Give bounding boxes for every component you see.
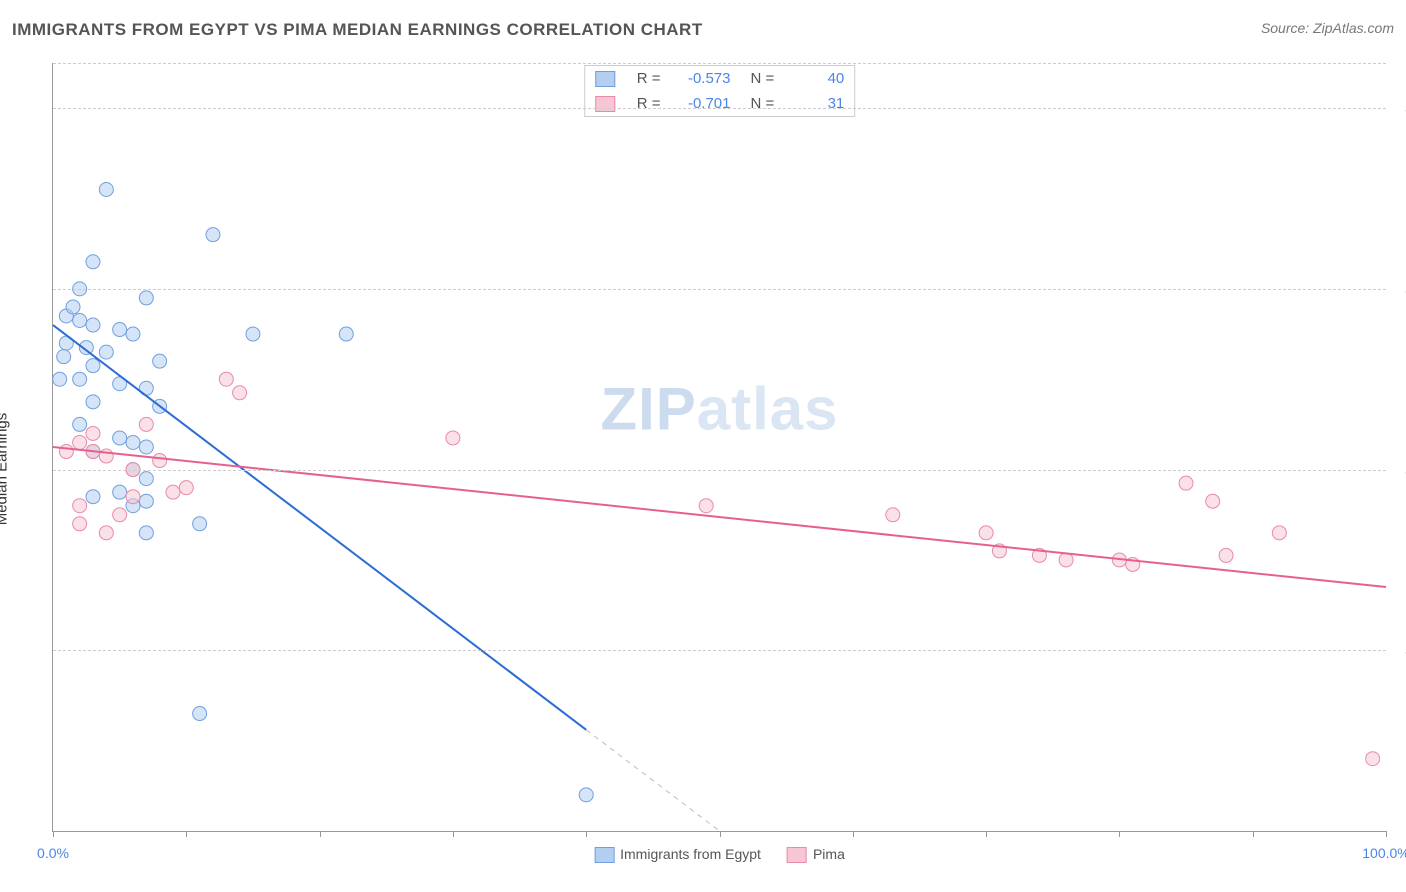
data-point-egypt — [73, 417, 87, 431]
data-point-pima — [1219, 548, 1233, 562]
x-tick-mark — [1253, 831, 1254, 837]
x-tick-mark — [586, 831, 587, 837]
chart-container: Median Earnings ZIPatlas R =-0.573N =40R… — [12, 55, 1394, 882]
data-point-pima — [699, 499, 713, 513]
trend-line-pima — [53, 447, 1386, 587]
series-legend: Immigrants from Egypt Pima — [594, 846, 845, 863]
x-tick-mark — [1119, 831, 1120, 837]
data-point-egypt — [113, 323, 127, 337]
data-point-pima — [1179, 476, 1193, 490]
data-point-pima — [126, 490, 140, 504]
trend-line-egypt-dashed — [586, 730, 719, 831]
data-point-pima — [1059, 553, 1073, 567]
data-point-pima — [446, 431, 460, 445]
data-point-egypt — [86, 255, 100, 269]
data-point-pima — [1272, 526, 1286, 540]
data-point-egypt — [139, 291, 153, 305]
data-point-egypt — [99, 182, 113, 196]
data-point-egypt — [66, 300, 80, 314]
data-point-pima — [99, 526, 113, 540]
scatter-svg — [53, 63, 1386, 831]
data-point-egypt — [73, 314, 87, 328]
data-point-pima — [979, 526, 993, 540]
y-gridline — [53, 63, 1386, 64]
data-point-egypt — [126, 435, 140, 449]
data-point-egypt — [86, 395, 100, 409]
x-tick-mark — [720, 831, 721, 837]
data-point-egypt — [99, 345, 113, 359]
x-tick-mark — [320, 831, 321, 837]
data-point-egypt — [579, 788, 593, 802]
data-point-egypt — [57, 350, 71, 364]
legend-label: Pima — [813, 846, 845, 862]
data-point-egypt — [113, 485, 127, 499]
data-point-egypt — [339, 327, 353, 341]
x-tick-mark — [186, 831, 187, 837]
data-point-egypt — [193, 517, 207, 531]
data-point-pima — [139, 417, 153, 431]
x-tick-mark — [453, 831, 454, 837]
y-tick-label: $40,000 — [1391, 462, 1406, 478]
legend-swatch-icon — [594, 847, 614, 863]
x-tick-label: 100.0% — [1362, 845, 1406, 861]
x-tick-mark — [986, 831, 987, 837]
data-point-egypt — [193, 707, 207, 721]
x-tick-label: 0.0% — [37, 845, 69, 861]
y-gridline — [53, 289, 1386, 290]
data-point-pima — [179, 481, 193, 495]
y-axis-label: Median Earnings — [0, 412, 11, 525]
data-point-egypt — [139, 440, 153, 454]
x-tick-mark — [53, 831, 54, 837]
trend-line-egypt — [53, 325, 586, 730]
y-gridline — [53, 108, 1386, 109]
header-bar: IMMIGRANTS FROM EGYPT VS PIMA MEDIAN EAR… — [12, 20, 1394, 48]
data-point-pima — [86, 426, 100, 440]
plot-area: ZIPatlas R =-0.573N =40R =-0.701N =31 Im… — [52, 63, 1386, 832]
data-point-pima — [113, 508, 127, 522]
data-point-pima — [1366, 752, 1380, 766]
data-point-pima — [233, 386, 247, 400]
chart-title: IMMIGRANTS FROM EGYPT VS PIMA MEDIAN EAR… — [12, 20, 703, 39]
legend-label: Immigrants from Egypt — [620, 846, 761, 862]
data-point-pima — [153, 454, 167, 468]
data-point-egypt — [53, 372, 67, 386]
data-point-egypt — [86, 318, 100, 332]
data-point-egypt — [86, 490, 100, 504]
data-point-egypt — [113, 431, 127, 445]
data-point-pima — [166, 485, 180, 499]
data-point-pima — [219, 372, 233, 386]
data-point-egypt — [86, 359, 100, 373]
y-tick-label: $60,000 — [1391, 281, 1406, 297]
y-gridline — [53, 650, 1386, 651]
data-point-egypt — [73, 372, 87, 386]
data-point-pima — [73, 435, 87, 449]
data-point-pima — [1206, 494, 1220, 508]
legend-item: Immigrants from Egypt — [594, 846, 761, 863]
x-tick-mark — [853, 831, 854, 837]
data-point-egypt — [153, 354, 167, 368]
data-point-pima — [886, 508, 900, 522]
data-point-pima — [73, 499, 87, 513]
source-attribution: Source: ZipAtlas.com — [1261, 20, 1394, 36]
data-point-egypt — [139, 494, 153, 508]
data-point-egypt — [139, 526, 153, 540]
data-point-egypt — [206, 228, 220, 242]
y-tick-label: $20,000 — [1391, 642, 1406, 658]
y-gridline — [53, 470, 1386, 471]
data-point-egypt — [126, 327, 140, 341]
data-point-pima — [59, 445, 73, 459]
data-point-pima — [73, 517, 87, 531]
data-point-egypt — [139, 472, 153, 486]
legend-item: Pima — [787, 846, 845, 863]
legend-swatch-icon — [787, 847, 807, 863]
data-point-egypt — [246, 327, 260, 341]
y-tick-label: $80,000 — [1391, 100, 1406, 116]
x-tick-mark — [1386, 831, 1387, 837]
